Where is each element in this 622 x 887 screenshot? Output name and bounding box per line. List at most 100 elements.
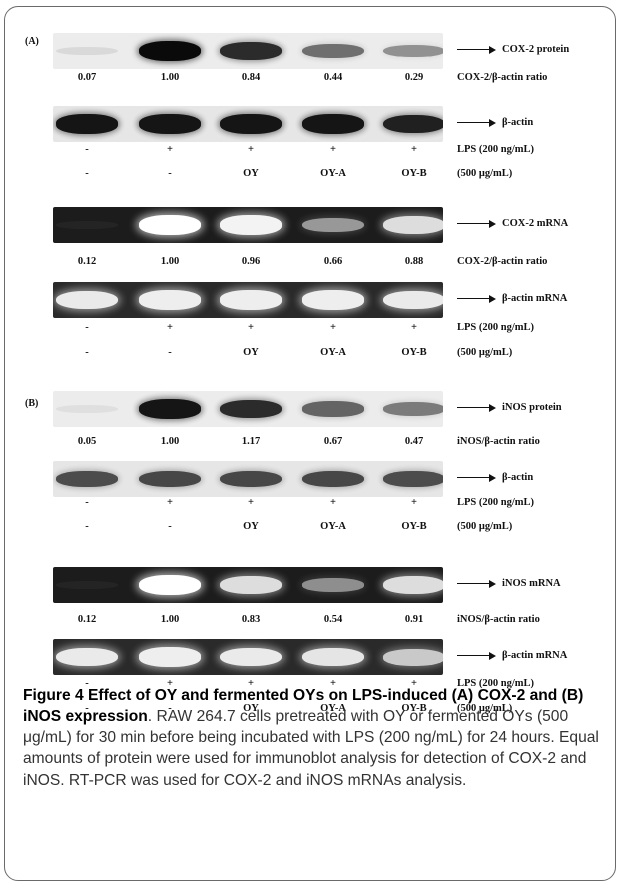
arrow-line [457,406,489,409]
treatment-label: OY-A [320,703,346,714]
dose-row-label: (500 μg/mL) [457,347,513,358]
target-band-label-text: iNOS mRNA [502,578,561,589]
ratio-value: 0.91 [404,614,424,625]
ratio-value: 1.00 [160,614,180,625]
lps-sign: + [411,497,417,508]
target-blot-strip [53,33,443,69]
actin-band-label: β-actin mRNA [457,293,567,304]
lps-sign: + [167,322,173,333]
treatment-label: OY-A [320,347,346,358]
treatment-label: OY [243,168,259,179]
arrow-head-icon [489,118,496,127]
lps-sign: + [167,497,173,508]
lps-sign: - [85,497,89,508]
ratio-value: 0.66 [323,256,343,267]
actin-band-label: β-actin [457,117,533,128]
target-blot-strip-band [383,402,443,416]
actin-blot-strip-band [302,290,364,310]
ratio-value: 0.84 [241,72,261,83]
actin-blot-strip-band [383,648,443,666]
arrow-line [457,121,489,124]
lps-sign: - [85,322,89,333]
treatment-label: - [168,347,172,358]
ratio-value: 0.88 [404,256,424,267]
figure-caption: Figure 4 Effect of OY and fermented OYs … [23,685,609,791]
ratio-row-label: COX-2/β-actin ratio [457,256,548,267]
ratio-value: 0.12 [77,614,97,625]
lps-sign: + [167,678,173,689]
treatment-label: OY-B [401,703,427,714]
target-blot-strip-band [383,575,443,595]
ratio-value: 0.44 [323,72,343,83]
actin-blot-strip-band [139,114,201,134]
actin-blot-strip [53,461,443,497]
target-blot-strip-band [302,217,364,233]
arrow-head-icon [489,45,496,54]
treatment-label: - [168,703,172,714]
treatment-label: OY [243,347,259,358]
treatment-label: - [85,521,89,532]
arrow-head-icon [489,579,496,588]
actin-blot-strip-band [220,290,282,310]
lps-row-label: LPS (200 ng/mL) [457,497,535,508]
target-blot-strip-band [383,215,443,235]
target-band-label: COX-2 mRNA [457,218,568,229]
actin-band-label: β-actin mRNA [457,650,567,661]
lps-sign: + [248,144,254,155]
lps-sign: + [411,144,417,155]
actin-band-label-text: β-actin mRNA [502,293,568,304]
treatment-label: - [85,347,89,358]
blot-figure: (A) COX-2 protein 0.07 1.00 0.84 0.44 0.29 COX-… [5,7,615,714]
target-blot-strip-band [302,401,364,417]
actin-band-label: β-actin [457,472,533,483]
actin-blot-strip [53,282,443,318]
actin-band-label-text: β-actin [502,117,534,128]
target-band-label-text: COX-2 protein [502,44,570,55]
panel-label: (B) [25,398,39,409]
target-blot-strip-band [220,215,282,235]
arrow-line [457,297,489,300]
lps-sign: + [330,678,336,689]
arrow-line [457,48,489,51]
ratio-row-label: iNOS/β-actin ratio [457,436,540,447]
actin-blot-strip-band [139,290,201,310]
lps-sign: + [248,678,254,689]
target-band-label: COX-2 protein [457,44,569,55]
target-blot-strip-band [302,578,364,592]
ratio-value: 0.47 [404,436,424,447]
lps-sign: - [85,678,89,689]
lps-sign: + [330,497,336,508]
lps-sign: + [248,497,254,508]
target-blot-strip-band [139,575,201,595]
target-blot-strip-band [220,41,282,61]
ratio-value: 0.05 [77,436,97,447]
panel-label: (A) [25,36,39,47]
dose-row-label: (500 μg/mL) [457,521,513,532]
target-blot-strip-band [139,41,201,61]
treatment-label: OY-B [401,168,427,179]
figure-frame: (A) COX-2 protein 0.07 1.00 0.84 0.44 0.29 COX-… [4,6,616,881]
target-blot-strip-band [383,44,443,58]
target-blot-strip-band [56,220,118,230]
actin-blot-strip-band [139,647,201,667]
treatment-label: - [168,521,172,532]
arrow-head-icon [489,294,496,303]
actin-blot-strip-band [302,647,364,667]
actin-blot-strip-band [56,290,118,310]
actin-blot-strip-band [220,470,282,488]
actin-blot-strip [53,106,443,142]
lps-sign: + [167,144,173,155]
target-blot-strip [53,207,443,243]
lps-sign: + [411,678,417,689]
target-blot-strip-band [56,46,118,56]
target-blot-strip-band [139,399,201,419]
actin-band-label-text: β-actin mRNA [502,650,568,661]
arrow-line [457,582,489,585]
target-blot-strip-band [139,215,201,235]
lps-row-label: LPS (200 ng/mL) [457,144,535,155]
target-band-label: iNOS mRNA [457,578,561,589]
ratio-value: 0.54 [323,614,343,625]
actin-blot-strip-band [56,647,118,667]
lps-sign: - [85,144,89,155]
arrow-head-icon [489,219,496,228]
